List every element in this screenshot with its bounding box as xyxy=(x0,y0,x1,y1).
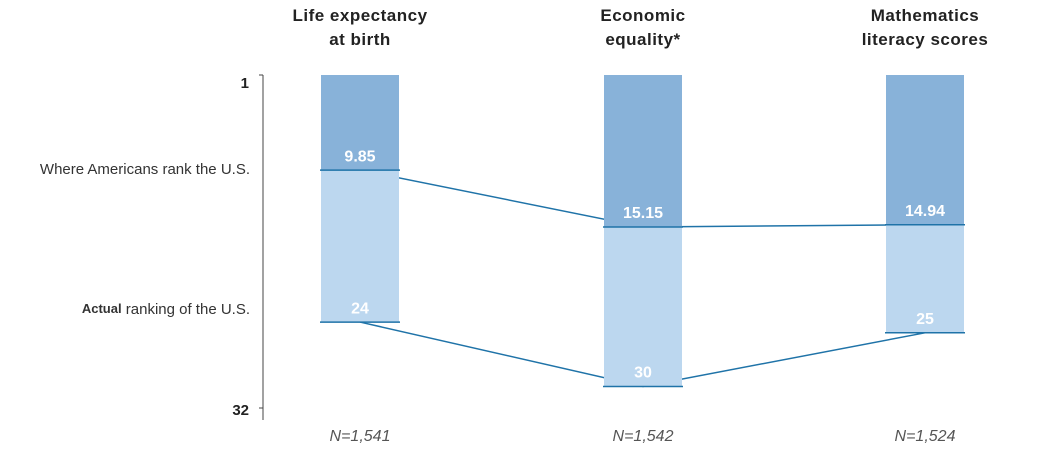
value-label: 30 xyxy=(634,365,652,382)
series-name-emph: Actual xyxy=(82,302,122,317)
series-name: Where Americans rank the U.S. xyxy=(40,161,250,178)
bar-perceived xyxy=(321,75,399,171)
value-label: 24 xyxy=(351,300,369,317)
y-tick-label: 32 xyxy=(232,402,249,419)
bar-perceived xyxy=(886,75,964,225)
value-label: 9.85 xyxy=(344,148,375,165)
n-label: N=1,542 xyxy=(613,428,674,445)
bar-actual xyxy=(321,170,399,323)
y-tick-label: 1 xyxy=(241,75,249,92)
value-label: 25 xyxy=(916,311,934,328)
value-label: 15.15 xyxy=(623,205,663,222)
category-label: Life expectancy at birth xyxy=(292,6,428,49)
n-label: N=1,524 xyxy=(895,428,956,445)
n-label: N=1,541 xyxy=(330,428,391,445)
bar-perceived xyxy=(604,75,682,227)
bar-actual xyxy=(604,226,682,387)
series-name-rest: ranking of the U.S. xyxy=(122,301,250,318)
bar-actual xyxy=(886,224,964,333)
value-label: 14.94 xyxy=(905,203,945,220)
series-name: Actual ranking of the U.S. xyxy=(82,301,250,318)
category-label: Mathematics literacy scores xyxy=(861,6,989,49)
category-label: Economic equality* xyxy=(600,6,686,49)
